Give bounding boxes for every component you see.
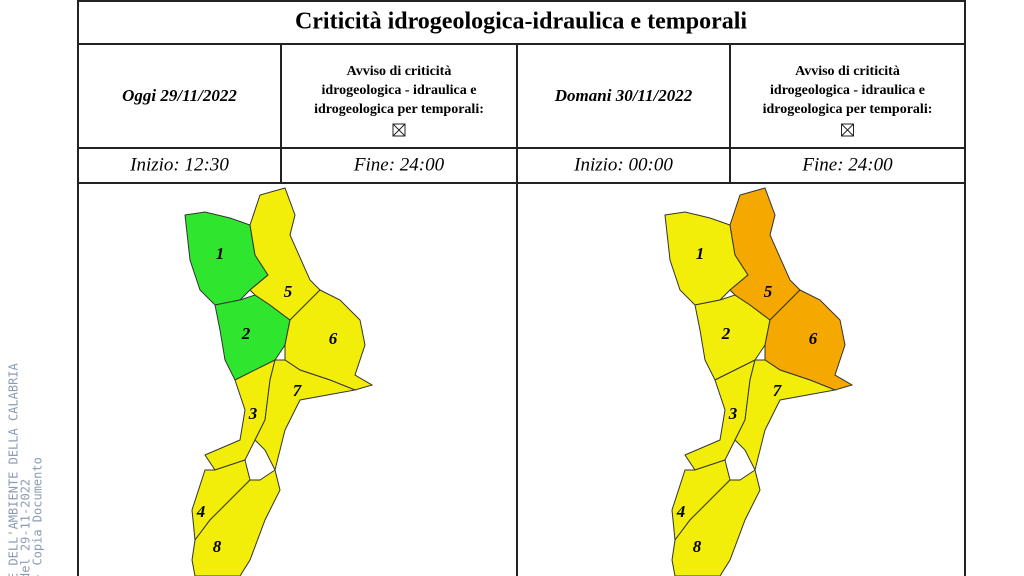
zone-label: 8 <box>213 537 222 556</box>
map: 1 2 3 4 5 6 7 8 <box>664 187 854 576</box>
watermark-text: E DELL'AMBIENTE DELLA CALABRIA <box>7 362 21 576</box>
checkbox-cross <box>841 123 854 137</box>
zone-label: 8 <box>693 537 702 556</box>
zone-label: 4 <box>196 502 206 521</box>
end-time: Fine: 24:00 <box>353 154 445 175</box>
date: Domani 30/11/2022 <box>554 86 693 105</box>
checkbox <box>841 123 854 137</box>
zone-label: 5 <box>764 282 773 301</box>
table: Criticità idrogeologica-idraulica e temp… <box>77 0 966 576</box>
watermark-text: del 29-11-2022 <box>19 479 33 576</box>
start-time: Inizio: 00:00 <box>573 154 673 175</box>
zone-label: 3 <box>728 404 738 423</box>
notice-line: Avviso di criticità <box>795 64 900 79</box>
date: Oggi 29/11/2022 <box>122 86 237 105</box>
zone-label: 1 <box>696 244 705 263</box>
watermark-text: - Copia Documento <box>31 457 45 576</box>
zone-label: 4 <box>676 502 686 521</box>
start-time: Inizio: 12:30 <box>129 154 229 175</box>
notice-line: Avviso di criticità <box>347 64 452 79</box>
notice-line: idrogeologica - idraulica e <box>770 83 925 98</box>
day-column: Oggi 29/11/2022 Avviso di criticità idroge… <box>122 64 484 576</box>
zone-label: 3 <box>248 404 258 423</box>
zone-area <box>191 469 281 576</box>
checkbox <box>392 123 406 137</box>
map: 1 2 3 4 5 6 7 8 <box>184 187 374 576</box>
end-time: Fine: 24:00 <box>801 154 893 175</box>
zone-area <box>671 469 761 576</box>
zone-label: 5 <box>284 282 293 301</box>
checkbox-cross <box>392 123 406 137</box>
notice-line: idrogeologica per temporali: <box>763 102 933 117</box>
notice-line: idrogeologica - idraulica e <box>322 83 477 98</box>
zone-label: 2 <box>721 324 731 343</box>
zone-label: 6 <box>809 329 818 348</box>
zone-label: 6 <box>329 329 338 348</box>
zone-label: 7 <box>773 381 783 400</box>
notice-line: idrogeologica per temporali: <box>314 102 484 117</box>
zone-label: 7 <box>293 381 303 400</box>
zone-label: 2 <box>241 324 251 343</box>
title: Criticità idrogeologica-idraulica e temp… <box>295 9 747 35</box>
zone-label: 1 <box>216 244 225 263</box>
day-column: Domani 30/11/2022 Avviso di criticità idro… <box>554 64 933 576</box>
